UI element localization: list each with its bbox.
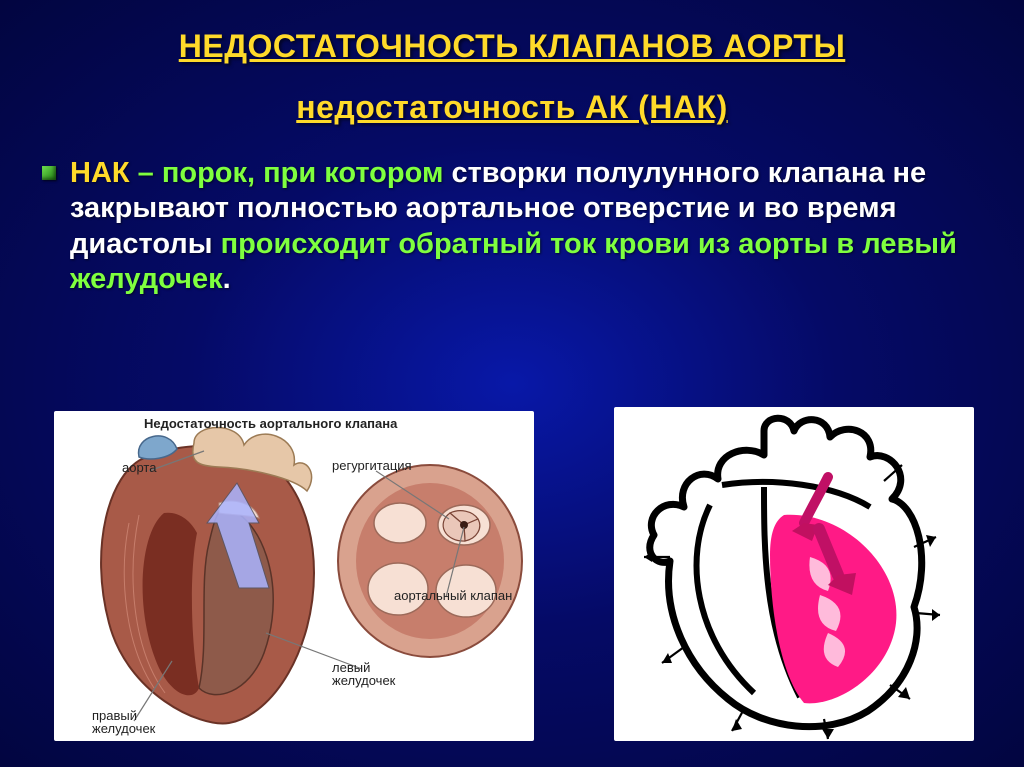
label-regurg: регургитация bbox=[332, 459, 412, 472]
label-aorta: аорта bbox=[122, 461, 156, 474]
para-seg-2: – порок, при котором bbox=[130, 157, 452, 189]
slide-title-line2: недостаточность АК (НАК) bbox=[0, 89, 1024, 126]
slide-title-line1: НЕДОСТАТОЧНОСТЬ КЛАПАНОВ АОРТЫ bbox=[0, 28, 1024, 65]
schematic-svg bbox=[614, 407, 974, 741]
bullet-icon bbox=[42, 166, 56, 180]
label-lv: левый желудочек bbox=[332, 661, 395, 687]
para-seg-nak: НАК bbox=[70, 157, 130, 189]
figure-schematic bbox=[614, 407, 974, 741]
label-ak: аортальный клапан bbox=[394, 589, 512, 602]
para-seg-5: . bbox=[223, 263, 231, 295]
body-text: НАК – порок, при котором створки полулун… bbox=[70, 156, 974, 298]
figure-anatomy: Недостаточность аортального клапана bbox=[54, 411, 534, 741]
label-rv: правый желудочек bbox=[92, 709, 155, 735]
figure-anatomy-heading: Недостаточность аортального клапана bbox=[144, 417, 397, 430]
title-block: НЕДОСТАТОЧНОСТЬ КЛАПАНОВ АОРТЫ недостато… bbox=[0, 0, 1024, 126]
slide: НЕДОСТАТОЧНОСТЬ КЛАПАНОВ АОРТЫ недостато… bbox=[0, 0, 1024, 767]
paragraph: НАК – порок, при котором створки полулун… bbox=[70, 156, 974, 298]
figures-row: Недостаточность аортального клапана bbox=[0, 397, 1024, 749]
